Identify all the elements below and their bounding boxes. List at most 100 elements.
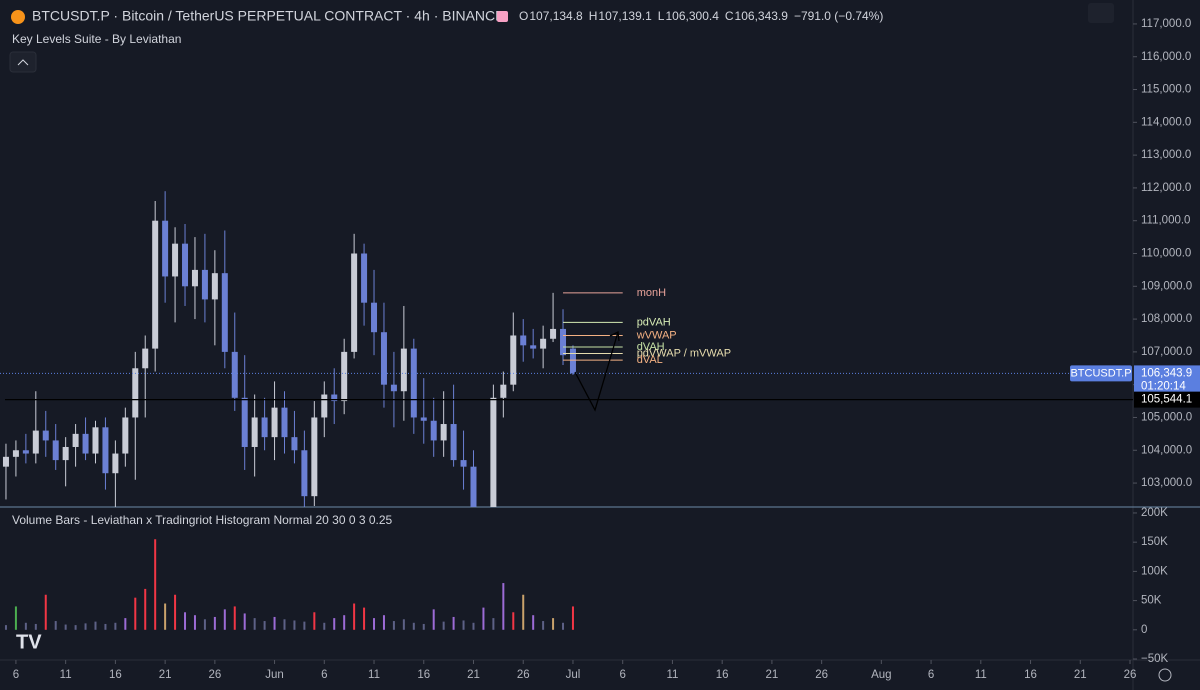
ohlc-value: 107,139.1 (598, 9, 652, 23)
volume-title[interactable]: Volume Bars - Leviathan x Tradingriot Hi… (12, 513, 393, 527)
volume-bar (452, 616, 455, 630)
volume-bar (462, 620, 465, 630)
x-tick-label: 21 (159, 669, 172, 681)
candle-body (510, 335, 517, 385)
candle-body (191, 269, 198, 287)
candle-body (112, 453, 119, 474)
candle-body (182, 243, 189, 287)
volume-bar (134, 597, 137, 630)
indicator-title[interactable]: Key Levels Suite - By Leviathan (12, 32, 181, 46)
volume-bar (203, 619, 206, 630)
candle-body (132, 368, 139, 418)
volume-bar (64, 624, 67, 630)
settings-icon[interactable] (1158, 668, 1172, 682)
candle-body (410, 348, 417, 418)
x-tick-label: 21 (467, 669, 480, 681)
volume-bar (263, 621, 266, 630)
candle-body (102, 427, 109, 474)
x-tick-label: Jul (566, 669, 581, 681)
candle-body (122, 417, 129, 454)
axes: 103,000.0104,000.0105,000.0106,000.0107,… (13, 18, 1200, 681)
volume-bar (213, 616, 216, 630)
volume-bar (333, 618, 336, 630)
ohlc-key: C (725, 9, 734, 23)
ohlc-change: −791.0 (−0.74%) (794, 9, 883, 23)
candle-body (560, 328, 567, 356)
volume-bar (343, 615, 346, 630)
volume-bar (124, 618, 127, 630)
volume-bar (402, 619, 405, 630)
volume-bar (164, 603, 167, 630)
candle-body (440, 424, 447, 441)
ohlc-value: 106,300.4 (665, 9, 719, 23)
volume-bar (283, 619, 286, 630)
volume-bar (104, 623, 107, 630)
x-tick-label: Aug (871, 669, 891, 681)
key-level-label: pdVWAP / mVWAP (637, 347, 731, 359)
x-tick-label: 11 (666, 669, 678, 681)
drawing-arrow[interactable] (574, 331, 620, 412)
symbol-badge: BTCUSDT.P (1070, 367, 1131, 379)
y-tick-label: 108,000.0 (1141, 313, 1192, 325)
candle-body (152, 220, 159, 349)
volume-bar (512, 612, 515, 630)
candle-body (201, 269, 208, 300)
volume-bar (4, 625, 7, 630)
x-tick-label: 16 (1024, 669, 1037, 681)
candle-body (241, 397, 248, 447)
candle-body (72, 433, 79, 447)
candle-body (231, 351, 238, 398)
candle-body (351, 253, 358, 352)
candle-body (311, 417, 318, 497)
ohlc-key: H (589, 9, 598, 23)
candle-body (52, 440, 59, 461)
hline-label: 105,544.1 (1141, 394, 1192, 406)
volume-bar (542, 621, 545, 630)
y-tick-label: 104,000.0 (1141, 444, 1192, 456)
flag-icon[interactable] (497, 11, 508, 22)
volume-bar (422, 623, 425, 630)
x-tick-label: 6 (321, 669, 327, 681)
candle-body (162, 220, 169, 277)
candle-body (221, 273, 228, 352)
collapse-icon (17, 59, 29, 66)
candle-body (261, 417, 268, 438)
key-level-label: dVAH (637, 341, 665, 353)
y-tick-label: 111,000.0 (1141, 215, 1190, 227)
last-price-label: 106,343.9 (1141, 367, 1192, 379)
x-tick-label: 21 (766, 669, 779, 681)
volume-bar (353, 603, 356, 630)
candle-body (291, 437, 298, 451)
x-tick-label: 11 (368, 669, 380, 681)
volume-bar (184, 612, 187, 630)
volume-bar (363, 607, 366, 630)
volume-bar (154, 539, 157, 630)
collapse-button[interactable] (9, 51, 37, 73)
y-tick-label: 107,000.0 (1141, 346, 1192, 358)
volume-bar (502, 583, 505, 630)
x-tick-label: 6 (13, 669, 19, 681)
symbol-title[interactable]: BTCUSDT.P · Bitcoin / TetherUS PERPETUAL… (32, 8, 505, 24)
screenshot-button[interactable] (1088, 3, 1114, 23)
volume-bar (472, 622, 475, 630)
candle-body (211, 273, 218, 300)
candle-body (12, 450, 19, 457)
hline-box (1134, 391, 1200, 408)
volume-bar (94, 621, 97, 630)
volume-bar (223, 609, 226, 630)
candle-body (361, 253, 368, 303)
volume-bar (392, 621, 395, 630)
tv-logo[interactable]: TV (16, 631, 42, 653)
x-tick-label: 16 (417, 669, 430, 681)
candle-body (450, 424, 457, 461)
candle-body (470, 466, 477, 507)
volume-bar (144, 588, 147, 630)
volume-bar (44, 594, 47, 630)
y-tick-label: 110,000.0 (1141, 248, 1191, 260)
volume-bar (482, 607, 485, 630)
volume-bar (243, 613, 246, 630)
symbol-badge-box (1070, 365, 1132, 382)
y-tick-label: 116,000.0 (1141, 51, 1191, 63)
